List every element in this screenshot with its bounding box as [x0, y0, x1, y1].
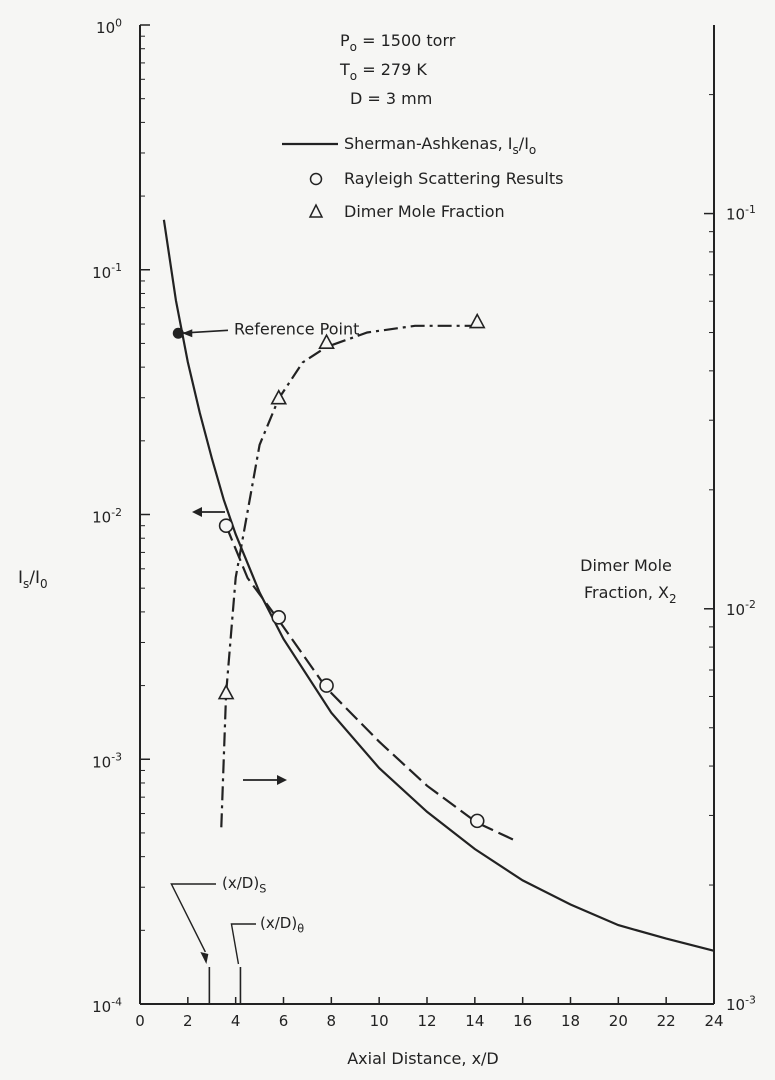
x-tick-label: 6	[279, 1012, 289, 1030]
legend-entry-label: Sherman-Ashkenas, Is/Io	[344, 134, 536, 157]
y-right-tick-label: 10-2	[726, 598, 756, 619]
xd-theta-leader	[230, 923, 256, 965]
xd-s-leader	[170, 883, 216, 953]
x-axis-label: Axial Distance, x/D	[347, 1049, 499, 1068]
reference-point-label: Reference Point	[234, 319, 359, 338]
xd-s-label: (x/D)S	[222, 874, 266, 896]
data-point-triangle	[270, 389, 288, 405]
xd-theta-label: (x/D)θ	[260, 914, 304, 936]
data-point-triangle	[217, 683, 235, 700]
data-point-circle	[469, 813, 485, 829]
right-axis-arrowhead	[277, 775, 287, 785]
x-tick-label: 8	[327, 1012, 337, 1030]
data-point-triangle	[318, 333, 335, 349]
y-right-tick-label: 10-1	[726, 203, 756, 224]
y-axis-left-label: Is/I0	[18, 568, 48, 591]
legend-entry-label: Rayleigh Scattering Results	[344, 169, 563, 188]
x-tick-label: 20	[609, 1012, 628, 1030]
condition-label: Po = 1500 torr	[340, 31, 456, 54]
y-axis-right-label-line1: Dimer Mole	[580, 556, 672, 575]
y-left-tick-label: 10-2	[92, 506, 122, 527]
x-tick-label: 14	[465, 1012, 484, 1030]
x-tick-label: 0	[135, 1012, 145, 1030]
left-axis-arrowhead	[192, 507, 202, 517]
data-point-circle	[271, 610, 287, 625]
legend-circle-swatch	[309, 172, 323, 186]
y-right-tick-label: 10-3	[726, 993, 756, 1014]
condition-label: D = 3 mm	[350, 89, 432, 108]
x-tick-label: 2	[183, 1012, 193, 1030]
y-left-tick-label: 10-4	[92, 995, 122, 1016]
x-tick-label: 22	[657, 1012, 676, 1030]
x-tick-label: 18	[561, 1012, 580, 1030]
reference-point-arrowhead	[182, 329, 193, 338]
y-axis-right-label-line2: Fraction, X2	[584, 583, 677, 606]
y-left-tick-label: 10-3	[92, 751, 122, 772]
data-point-triangle	[468, 312, 486, 329]
x-tick-label: 12	[417, 1012, 436, 1030]
legend-triangle-swatch	[308, 203, 324, 218]
series-line-dashed	[225, 525, 519, 843]
x-tick-label: 16	[513, 1012, 532, 1030]
x-tick-label: 24	[704, 1012, 723, 1030]
xd-s-arrowhead	[200, 952, 209, 964]
data-point-circle	[218, 518, 234, 533]
legend-entry-label: Dimer Mole Fraction	[344, 202, 505, 221]
y-left-tick-label: 100	[96, 16, 122, 37]
x-tick-label: 10	[370, 1012, 389, 1030]
condition-label: To = 279 K	[339, 60, 427, 83]
data-point-circle	[319, 678, 334, 693]
series-line-solid	[162, 219, 715, 952]
x-tick-label: 4	[231, 1012, 241, 1030]
series-line-dashdot	[220, 324, 475, 828]
y-left-tick-label: 10-1	[92, 261, 122, 282]
